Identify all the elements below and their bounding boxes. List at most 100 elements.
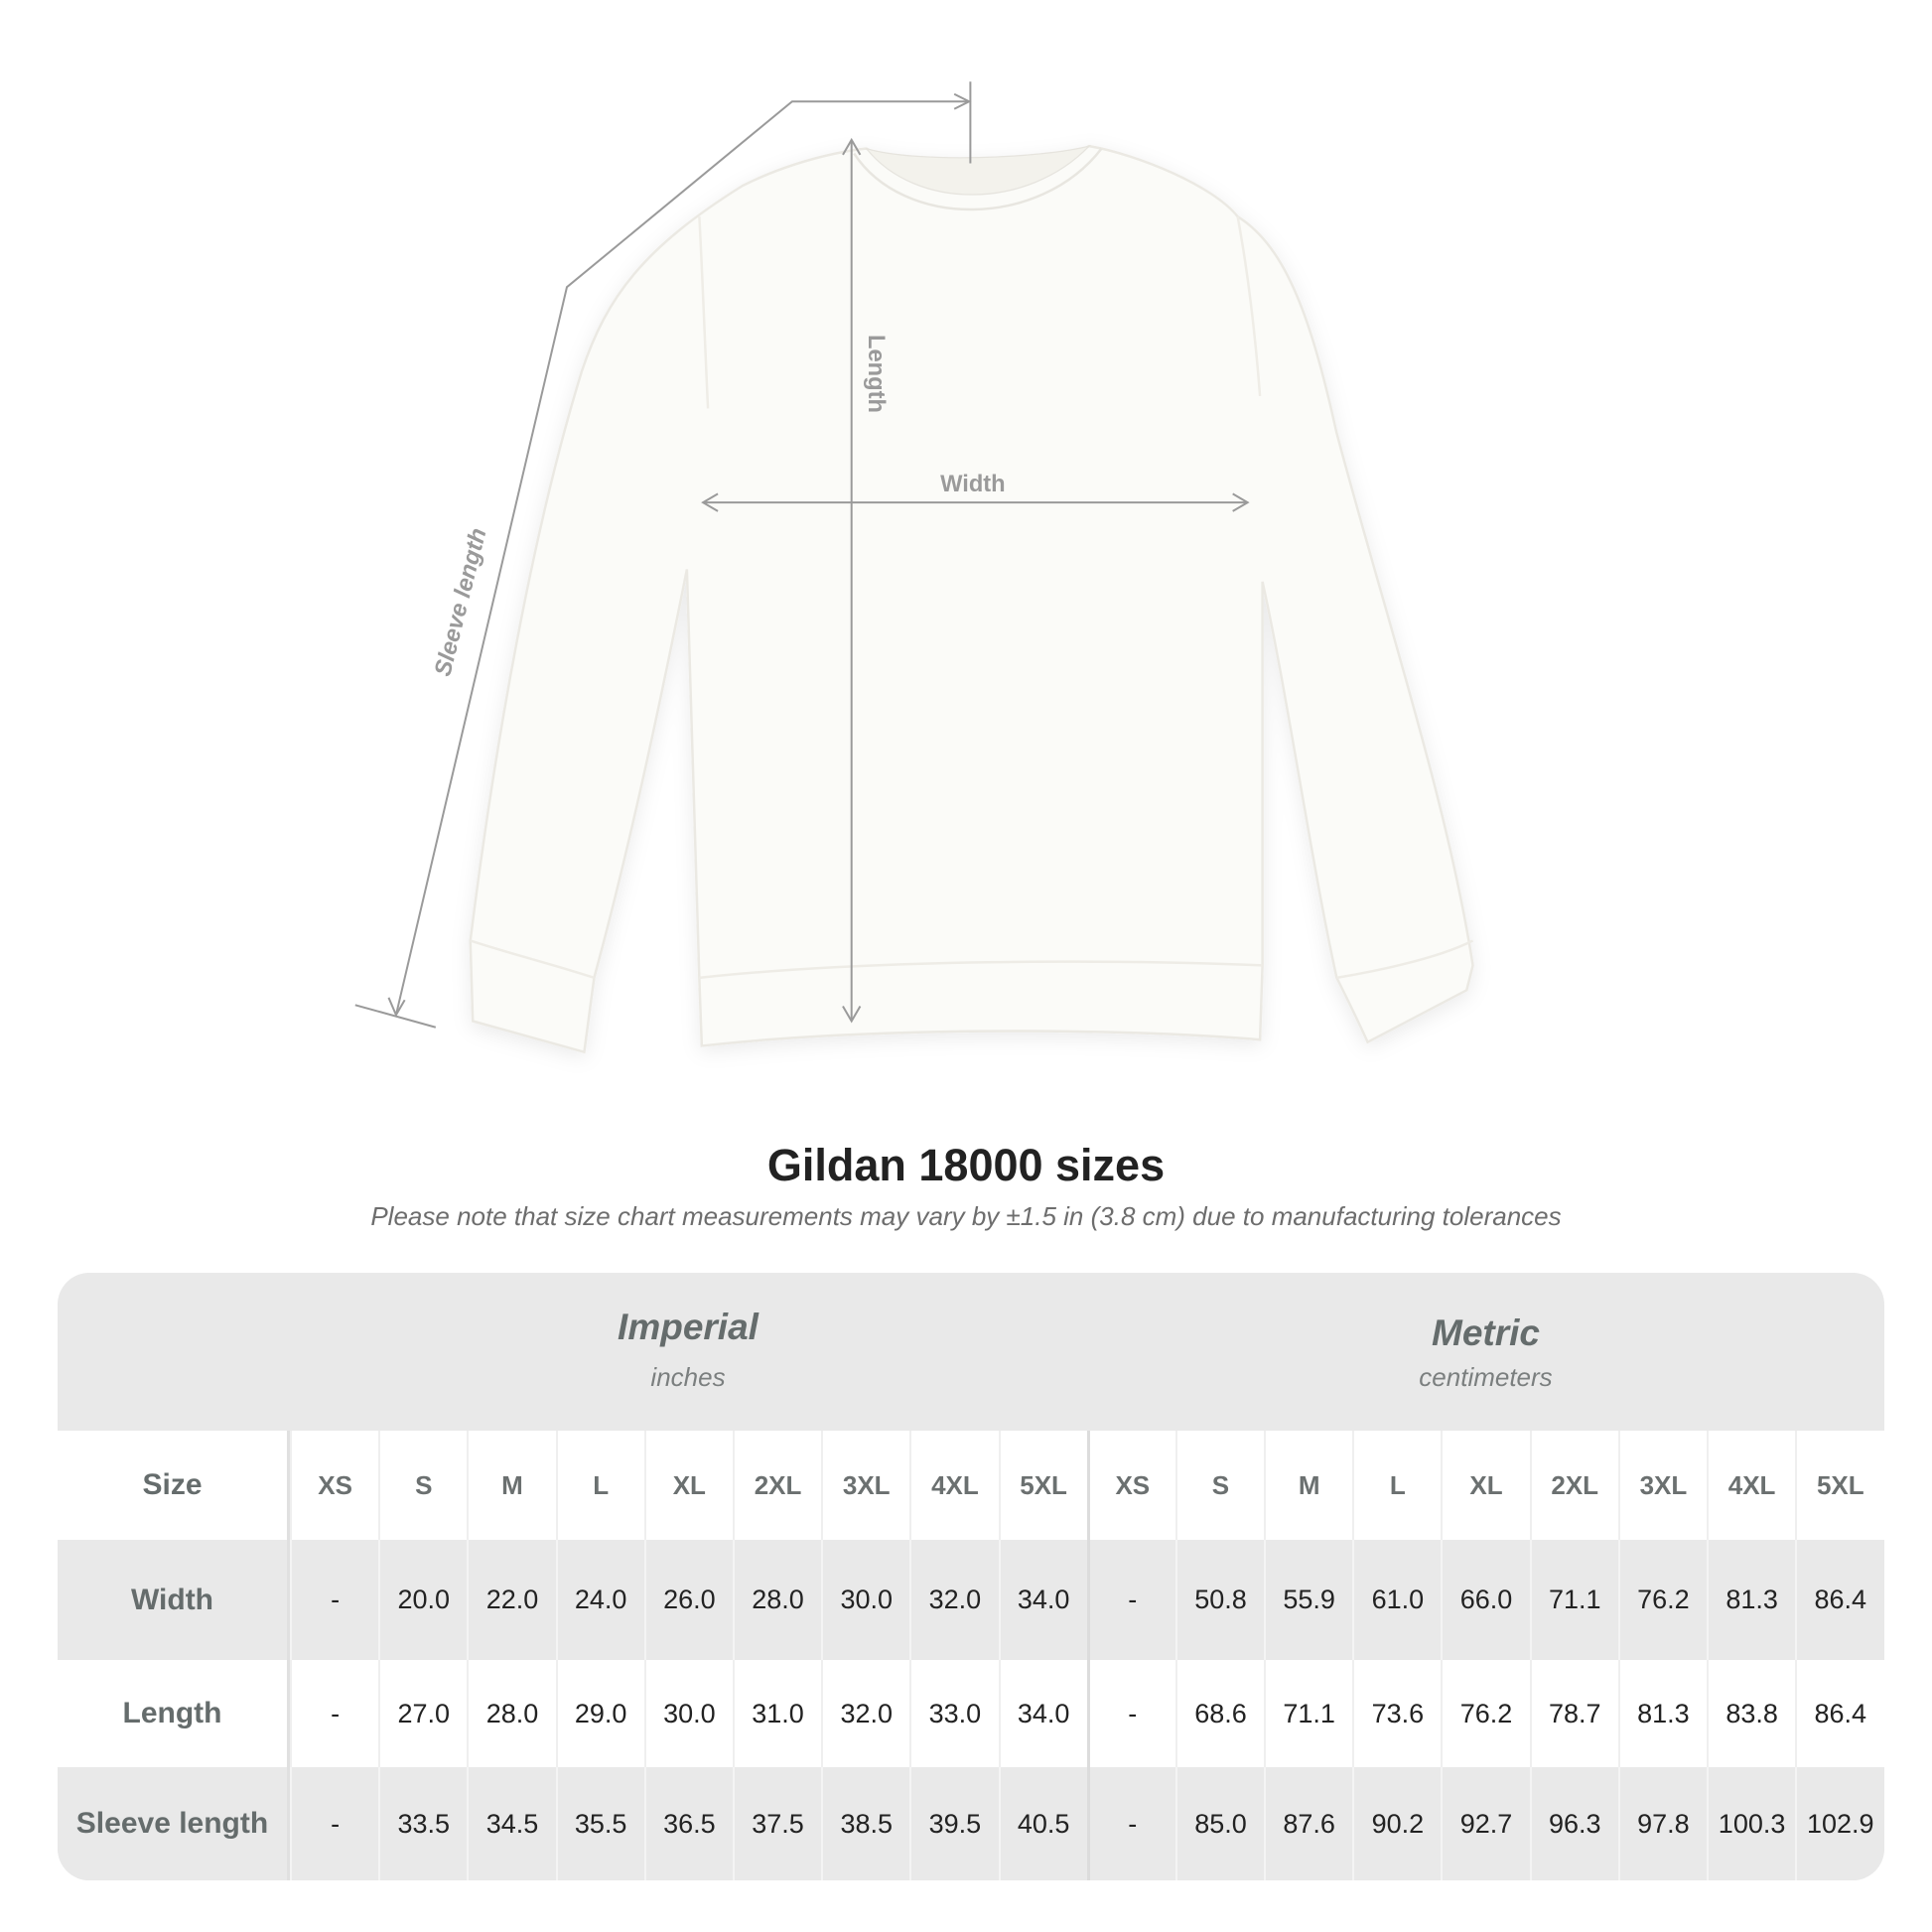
table-cell: 30.0 bbox=[821, 1540, 909, 1660]
sweatshirt-image bbox=[469, 144, 1474, 1054]
table-cell: 71.1 bbox=[1529, 1540, 1618, 1660]
table-cell: 83.8 bbox=[1707, 1660, 1795, 1767]
size-header-cell: S bbox=[1174, 1431, 1264, 1540]
imperial-header: Imperial inches bbox=[290, 1273, 1086, 1431]
sleeve-length-line bbox=[394, 100, 970, 1016]
size-header-cell: 5XL bbox=[1795, 1431, 1883, 1540]
table-cell: - bbox=[1086, 1660, 1175, 1767]
size-header-cell: 4XL bbox=[1707, 1431, 1795, 1540]
table-cell: 38.5 bbox=[821, 1767, 909, 1880]
length-arrowheads bbox=[842, 137, 862, 1024]
size-header-row: Size XS S M L XL 2XL 3XL 4XL 5XL XS S M L XL 2XL 3XL 4XL 5… bbox=[58, 1431, 1884, 1540]
sleeve-arrowheads bbox=[387, 92, 972, 1018]
table-cell: 30.0 bbox=[643, 1660, 733, 1767]
size-header-cell: XL bbox=[1441, 1431, 1529, 1540]
table-cell: 26.0 bbox=[643, 1540, 733, 1660]
size-header-cell: M bbox=[467, 1431, 555, 1540]
table-cell: - bbox=[1086, 1540, 1175, 1660]
row-label: Size bbox=[58, 1431, 290, 1540]
size-header-cell: XL bbox=[643, 1431, 733, 1540]
table-row: Width -20.0 22.0 24.0 26.0 28.0 30.0 32.0 34.0-5… bbox=[58, 1540, 1884, 1660]
size-header-cell: XS bbox=[290, 1431, 378, 1540]
table-cell: 81.3 bbox=[1617, 1660, 1707, 1767]
table-cell: 55.9 bbox=[1264, 1540, 1352, 1660]
metric-header: Metric centimeters bbox=[1087, 1273, 1884, 1431]
size-header-cell: M bbox=[1264, 1431, 1352, 1540]
table-cell: 28.0 bbox=[732, 1540, 821, 1660]
table-cell: 85.0 bbox=[1174, 1767, 1264, 1880]
table-cell: 97.8 bbox=[1617, 1767, 1707, 1880]
table-cell: 20.0 bbox=[378, 1540, 467, 1660]
row-label: Sleeve length bbox=[58, 1767, 290, 1880]
table-cell: 32.0 bbox=[821, 1660, 909, 1767]
table-cell: 29.0 bbox=[555, 1660, 644, 1767]
table-cell: 27.0 bbox=[378, 1660, 467, 1767]
sleeve-length-label: Sleeve length bbox=[430, 525, 491, 678]
table-cell: 37.5 bbox=[732, 1767, 821, 1880]
table-cell: 33.5 bbox=[378, 1767, 467, 1880]
table-cell: 81.3 bbox=[1707, 1540, 1795, 1660]
table-cell: 28.0 bbox=[467, 1660, 555, 1767]
table-cell: 66.0 bbox=[1441, 1540, 1529, 1660]
table-row: Sleeve length -33.5 34.5 35.5 36.5 37.5 38.5 39… bbox=[58, 1767, 1884, 1880]
cuff-end-tick bbox=[354, 1004, 437, 1029]
table-cell: 71.1 bbox=[1264, 1660, 1352, 1767]
table-cell: 92.7 bbox=[1441, 1767, 1529, 1880]
table-cell: 40.5 bbox=[998, 1767, 1087, 1880]
table-cell: - bbox=[1086, 1767, 1175, 1880]
size-header-cell: 3XL bbox=[821, 1431, 909, 1540]
table-cell: - bbox=[290, 1767, 378, 1880]
table-cell: 34.0 bbox=[998, 1660, 1087, 1767]
size-header-cell: 5XL bbox=[998, 1431, 1087, 1540]
width-arrowheads bbox=[701, 492, 1250, 512]
size-header-cell: 2XL bbox=[1529, 1431, 1618, 1540]
row-label: Width bbox=[58, 1540, 290, 1660]
table-cell: 76.2 bbox=[1441, 1660, 1529, 1767]
table-cell: 87.6 bbox=[1264, 1767, 1352, 1880]
table-cell: 68.6 bbox=[1174, 1660, 1264, 1767]
table-cell: 61.0 bbox=[1352, 1540, 1441, 1660]
table-cell: 34.5 bbox=[467, 1767, 555, 1880]
table-cell: - bbox=[290, 1660, 378, 1767]
table-cell: 90.2 bbox=[1352, 1767, 1441, 1880]
width-label: Width bbox=[940, 472, 1006, 497]
table-cell: 34.0 bbox=[998, 1540, 1087, 1660]
size-header-cell: 2XL bbox=[732, 1431, 821, 1540]
table-row: Length -27.0 28.0 29.0 30.0 31.0 32.0 33.0 34.0-… bbox=[58, 1660, 1884, 1767]
table-cell: 73.6 bbox=[1352, 1660, 1441, 1767]
table-cell: 33.0 bbox=[909, 1660, 998, 1767]
table-cell: - bbox=[290, 1540, 378, 1660]
imperial-title: Imperial bbox=[618, 1307, 759, 1347]
size-header-cell: L bbox=[1352, 1431, 1441, 1540]
row-label: Length bbox=[58, 1660, 290, 1767]
table-cell: 50.8 bbox=[1174, 1540, 1264, 1660]
table-cell: 86.4 bbox=[1795, 1540, 1883, 1660]
sweatshirt-measurement-diagram: Width Length Sleeve length bbox=[354, 81, 1474, 1054]
size-header-cell: XS bbox=[1086, 1431, 1175, 1540]
table-cell: 32.0 bbox=[909, 1540, 998, 1660]
imperial-unit: inches bbox=[650, 1362, 726, 1392]
table-cell: 102.9 bbox=[1795, 1767, 1883, 1880]
metric-title: Metric bbox=[1432, 1312, 1540, 1353]
table-cell: 78.7 bbox=[1529, 1660, 1618, 1767]
tolerance-note: Please note that size chart measurements… bbox=[370, 1201, 1562, 1231]
table-cell: 39.5 bbox=[909, 1767, 998, 1880]
size-table: Imperial inches Metric centimeters Size X… bbox=[58, 1273, 1884, 1880]
table-cell: 36.5 bbox=[643, 1767, 733, 1880]
size-header-cell: L bbox=[555, 1431, 644, 1540]
length-label: Length bbox=[863, 335, 889, 413]
size-header-cell: 4XL bbox=[909, 1431, 998, 1540]
table-cell: 100.3 bbox=[1707, 1767, 1795, 1880]
table-cell: 76.2 bbox=[1617, 1540, 1707, 1660]
size-header-cell: 3XL bbox=[1617, 1431, 1707, 1540]
table-cell: 31.0 bbox=[732, 1660, 821, 1767]
table-cell: 22.0 bbox=[467, 1540, 555, 1660]
size-chart-title: Gildan 18000 sizes bbox=[766, 1140, 1166, 1190]
table-cell: 96.3 bbox=[1529, 1767, 1618, 1880]
table-cell: 24.0 bbox=[555, 1540, 644, 1660]
table-cell: 86.4 bbox=[1795, 1660, 1883, 1767]
measurement-lines bbox=[354, 81, 1250, 1029]
table-cell: 35.5 bbox=[555, 1767, 644, 1880]
size-header-cell: S bbox=[378, 1431, 467, 1540]
metric-unit: centimeters bbox=[1419, 1362, 1553, 1392]
